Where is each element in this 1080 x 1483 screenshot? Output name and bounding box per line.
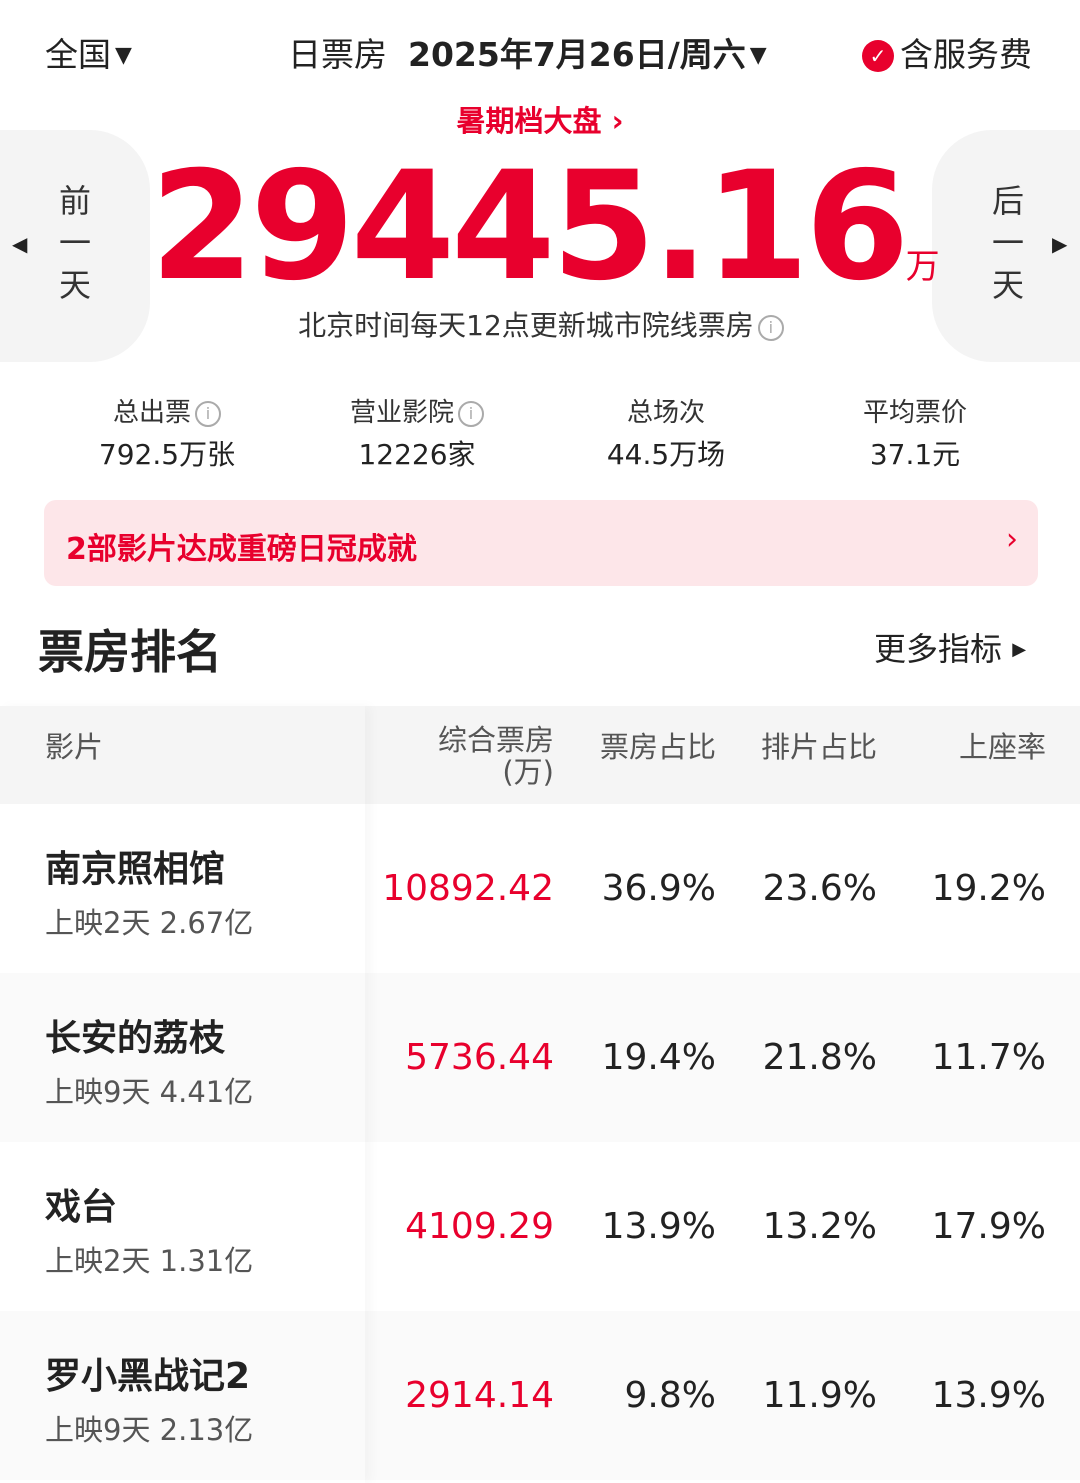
gross-value: 5736.44: [405, 1037, 554, 1078]
caret-right-icon: ▶: [1012, 639, 1027, 660]
stat-value: 12226家: [358, 438, 476, 471]
film-name: 南京照相馆: [45, 849, 226, 890]
gross-value: 4109.29: [405, 1206, 554, 1247]
summer-link-label: 暑期档大盘: [456, 104, 602, 138]
update-note-text: 北京时间每天12点更新城市院线票房: [298, 309, 754, 342]
more-metrics-label: 更多指标: [874, 630, 1003, 668]
gross-value: 10892.42: [382, 868, 554, 909]
table-row[interactable]: 长安的荔枝 上映9天 4.41亿 5736.44 19.4% 21.8% 11.…: [0, 973, 1080, 1142]
share-value: 9.8%: [624, 1375, 716, 1416]
table-row[interactable]: 南京照相馆 上映2天 2.67亿 10892.42 36.9% 23.6% 19…: [0, 804, 1080, 973]
film-name: 戏台: [45, 1187, 118, 1228]
screen-value: 21.8%: [762, 1037, 877, 1078]
date-selector[interactable]: 日票房 2025年7月26日/周六 ▼: [288, 28, 767, 76]
next-char: 天: [991, 266, 1024, 304]
region-selector[interactable]: 全国 ▼: [45, 28, 132, 76]
next-char: 一: [991, 224, 1024, 262]
header-film: 影片: [45, 730, 104, 764]
summer-link[interactable]: 暑期档大盘 ›: [456, 104, 624, 138]
total-value: 29445.16: [150, 140, 910, 314]
prev-char: 前: [58, 182, 91, 220]
banner-text: 2部影片达成重磅日冠成就: [66, 532, 417, 567]
date-label: 2025年7月26日/周六: [407, 35, 746, 74]
total-unit: 万: [905, 247, 940, 287]
achievement-banner[interactable]: 2部影片达成重磅日冠成就 ›: [44, 500, 1038, 586]
check-icon: ✓: [862, 40, 894, 72]
caret-down-icon: ▼: [115, 43, 132, 68]
prev-char: 天: [58, 266, 91, 304]
stat-tickets: 总出票 i 792.5万张: [42, 392, 292, 473]
screen-value: 13.2%: [762, 1206, 877, 1247]
film-name: 长安的荔枝: [45, 1018, 226, 1059]
info-icon[interactable]: i: [757, 315, 784, 341]
info-icon[interactable]: i: [458, 401, 484, 427]
gross-value: 2914.14: [405, 1375, 554, 1416]
stat-value: 37.1元: [869, 438, 961, 471]
share-value: 19.4%: [601, 1037, 716, 1078]
caret-down-icon: ▼: [749, 43, 767, 68]
film-sub: 上映2天 1.31亿: [45, 1244, 254, 1278]
info-icon[interactable]: i: [195, 401, 221, 427]
more-metrics-button[interactable]: 更多指标 ▶: [874, 624, 1026, 670]
mode-label: 日票房: [288, 35, 387, 74]
stat-avg-price: 平均票价 37.1元: [790, 392, 1040, 473]
film-sub: 上映9天 4.41亿: [45, 1075, 254, 1109]
film-sub: 上映9天 2.13亿: [45, 1413, 254, 1447]
caret-left-icon: ◀: [12, 232, 28, 256]
update-note: 北京时间每天12点更新城市院线票房 i: [150, 304, 932, 344]
header-share[interactable]: 票房占比: [599, 730, 716, 764]
screen-value: 11.9%: [762, 1375, 877, 1416]
section-title: 票房排名: [38, 625, 222, 679]
header-gross-unit: (万): [502, 755, 554, 789]
seat-value: 17.9%: [931, 1206, 1046, 1247]
film-name: 罗小黑战记2: [45, 1356, 251, 1397]
fixed-column-shadow: [0, 706, 365, 1483]
stat-label: 总出票: [112, 398, 191, 428]
stat-shows: 总场次 44.5万场: [541, 392, 791, 473]
header-screen[interactable]: 排片占比: [760, 730, 877, 764]
prev-char: 一: [58, 224, 91, 262]
film-sub: 上映2天 2.67亿: [45, 906, 254, 940]
seat-value: 11.7%: [931, 1037, 1046, 1078]
stat-cinemas: 营业影院 i 12226家: [292, 392, 542, 473]
stat-label: 总场次: [626, 398, 705, 428]
prev-day-button[interactable]: ◀ 前一天: [0, 130, 150, 362]
seat-value: 13.9%: [931, 1375, 1046, 1416]
seat-value: 19.2%: [931, 868, 1046, 909]
next-char: 后: [991, 182, 1024, 220]
service-fee-label: 含服务费: [900, 35, 1032, 74]
stat-value: 44.5万场: [606, 438, 726, 471]
region-label: 全国: [45, 35, 111, 74]
stat-value: 792.5万张: [98, 438, 236, 471]
next-day-button[interactable]: 后一天 ▶: [932, 130, 1080, 362]
table-header: 影片 综合票房 (万) 票房占比 排片占比 上座率: [0, 706, 1080, 804]
chevron-right-icon: ›: [1006, 522, 1018, 557]
table-row[interactable]: 戏台 上映2天 1.31亿 4109.29 13.9% 13.2% 17.9%: [0, 1142, 1080, 1311]
header-seat[interactable]: 上座率: [958, 730, 1046, 764]
stat-label: 平均票价: [862, 398, 967, 428]
table-row[interactable]: 罗小黑战记2 上映9天 2.13亿 2914.14 9.8% 11.9% 13.…: [0, 1311, 1080, 1480]
service-fee-toggle[interactable]: ✓ 含服务费: [862, 28, 1032, 76]
share-value: 36.9%: [601, 868, 716, 909]
screen-value: 23.6%: [762, 868, 877, 909]
caret-right-icon: ▶: [1052, 232, 1068, 256]
share-value: 13.9%: [601, 1206, 716, 1247]
stat-label: 营业影院: [349, 398, 454, 428]
header-gross-label: 综合票房: [437, 723, 554, 757]
header-gross[interactable]: 综合票房 (万): [438, 724, 554, 788]
total-box-office: 29445.16万: [150, 140, 940, 314]
